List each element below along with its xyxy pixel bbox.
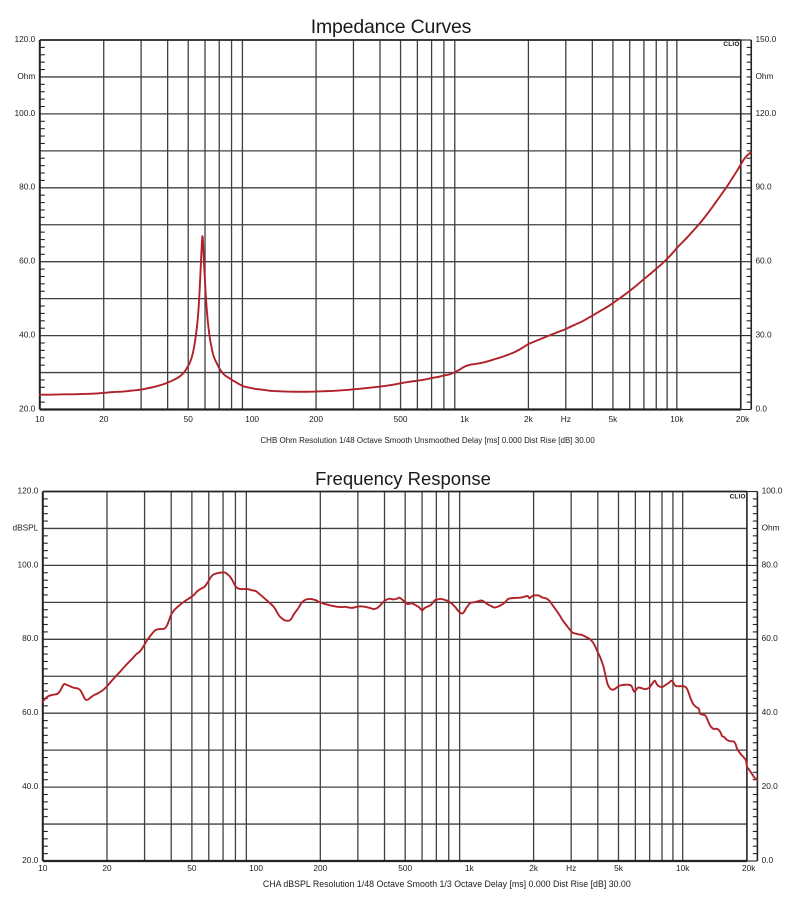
svg-text:5k: 5k: [609, 414, 619, 424]
svg-text:10k: 10k: [670, 414, 684, 424]
svg-text:5k: 5k: [614, 863, 624, 873]
svg-text:10k: 10k: [676, 863, 690, 873]
svg-text:120.0: 120.0: [755, 108, 776, 118]
svg-text:CHA dBSPL Resolution 1/48 Octa: CHA dBSPL Resolution 1/48 Octave Smooth …: [263, 879, 631, 889]
svg-text:Ohm: Ohm: [762, 522, 780, 532]
svg-text:80.0: 80.0: [762, 559, 779, 569]
svg-text:20.0: 20.0: [19, 403, 36, 413]
svg-text:150.0: 150.0: [755, 34, 776, 44]
svg-text:20k: 20k: [742, 863, 756, 873]
svg-text:60.0: 60.0: [22, 707, 39, 717]
svg-text:2k: 2k: [524, 414, 534, 424]
svg-text:Hz: Hz: [561, 414, 571, 424]
svg-text:50: 50: [184, 414, 194, 424]
svg-text:100.0: 100.0: [18, 559, 39, 569]
svg-text:0.0: 0.0: [762, 855, 774, 865]
svg-text:CHB Ohm Resolution 1/48 Octave: CHB Ohm Resolution 1/48 Octave Smooth Un…: [260, 436, 595, 445]
svg-text:2k: 2k: [529, 863, 539, 873]
svg-text:Impedance Curves: Impedance Curves: [311, 16, 472, 38]
svg-text:200: 200: [313, 863, 327, 873]
svg-text:60.0: 60.0: [762, 633, 779, 643]
svg-text:Ohm: Ohm: [755, 71, 773, 81]
svg-text:80.0: 80.0: [19, 182, 36, 192]
svg-text:1k: 1k: [460, 414, 470, 424]
svg-text:500: 500: [398, 863, 412, 873]
svg-text:0.0: 0.0: [755, 403, 767, 413]
svg-text:20: 20: [102, 863, 112, 873]
svg-text:dBSPL: dBSPL: [12, 522, 38, 532]
svg-text:20.0: 20.0: [762, 781, 779, 791]
svg-text:20.0: 20.0: [22, 855, 39, 865]
svg-text:120.0: 120.0: [15, 34, 36, 44]
svg-text:Ohm: Ohm: [17, 71, 35, 81]
svg-text:CLIO: CLIO: [730, 493, 746, 500]
svg-text:100: 100: [245, 414, 259, 424]
svg-text:100.0: 100.0: [15, 108, 36, 118]
svg-text:50: 50: [187, 863, 197, 873]
svg-text:90.0: 90.0: [755, 182, 772, 192]
svg-text:60.0: 60.0: [19, 256, 36, 266]
svg-text:30.0: 30.0: [755, 330, 772, 340]
svg-text:120.0: 120.0: [18, 485, 39, 495]
svg-text:40.0: 40.0: [19, 330, 36, 340]
svg-text:500: 500: [394, 414, 408, 424]
svg-text:80.0: 80.0: [22, 633, 39, 643]
svg-text:20k: 20k: [736, 414, 750, 424]
svg-text:60.0: 60.0: [755, 256, 772, 266]
svg-text:20: 20: [99, 414, 109, 424]
svg-text:Frequency Response: Frequency Response: [315, 468, 491, 489]
svg-text:100: 100: [249, 863, 263, 873]
svg-text:100.0: 100.0: [762, 485, 783, 495]
svg-text:10: 10: [35, 414, 45, 424]
svg-text:40.0: 40.0: [762, 707, 779, 717]
svg-text:1k: 1k: [465, 863, 475, 873]
svg-text:10: 10: [38, 863, 48, 873]
svg-text:200: 200: [309, 414, 323, 424]
svg-text:Hz: Hz: [566, 863, 576, 873]
svg-text:40.0: 40.0: [22, 781, 39, 791]
svg-text:CLIO: CLIO: [723, 41, 739, 48]
